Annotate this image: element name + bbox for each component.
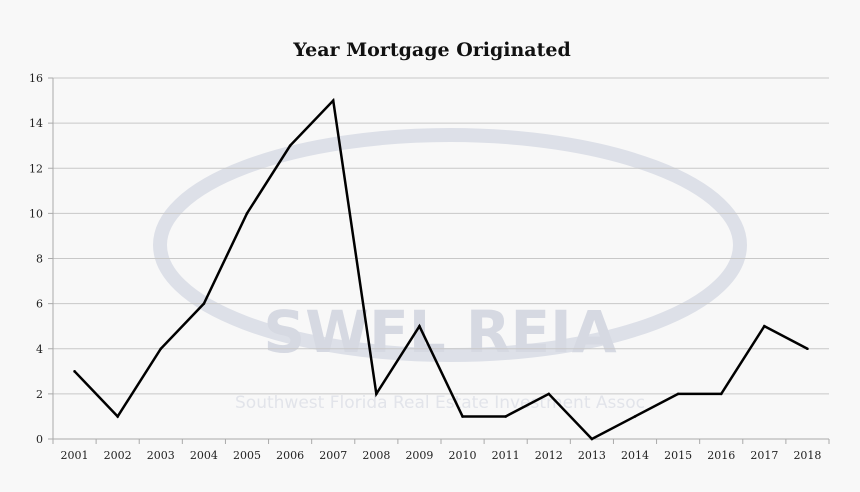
y-tick-label: 16: [29, 72, 43, 85]
x-tick-label: 2015: [664, 449, 692, 462]
data-point: [159, 347, 163, 351]
data-point: [288, 144, 292, 147]
data-point: [547, 392, 551, 396]
watermark-logo: SWFL REIA Southwest Florida Real Estate …: [153, 128, 747, 413]
data-point: [375, 392, 378, 396]
grid: [48, 77, 830, 444]
data-point: [504, 415, 507, 418]
x-tick-label: 2016: [707, 449, 735, 462]
x-tick-label: 2009: [405, 449, 433, 462]
data-point: [73, 370, 76, 373]
y-tick-label: 8: [36, 253, 43, 266]
data-point: [461, 415, 464, 418]
x-tick-label: 2010: [449, 449, 477, 462]
watermark-tagline: Southwest Florida Real Estate Investment…: [235, 393, 645, 413]
y-axis-ticks: 0 2 4 6 8 10 12 14 16: [29, 72, 43, 446]
data-point: [590, 437, 594, 441]
chart-title: Year Mortgage Originated: [292, 39, 571, 61]
data-point: [116, 415, 119, 418]
data-point: [418, 324, 421, 328]
x-tick-label: 2018: [793, 449, 821, 462]
data-point: [676, 392, 680, 396]
y-tick-label: 0: [36, 433, 43, 446]
data-point: [202, 302, 206, 305]
data-point: [633, 415, 637, 418]
x-axis-ticks: 2001 2002 2003 2004 2005 2006 2007 2008 2009 2010…: [61, 449, 822, 462]
data-point: [763, 324, 766, 328]
x-tick-label: 2013: [578, 449, 606, 462]
x-tick-label: 2006: [276, 449, 304, 462]
y-tick-label: 10: [29, 207, 43, 220]
watermark-logo-text: SWFL REIA: [263, 298, 616, 366]
y-tick-label: 14: [29, 117, 43, 130]
y-tick-label: 2: [36, 388, 43, 401]
x-tick-label: 2014: [621, 449, 649, 462]
y-tick-label: 4: [36, 343, 43, 356]
y-tick-label: 6: [36, 298, 43, 311]
x-tick-label: 2001: [61, 449, 89, 462]
data-point: [245, 212, 249, 215]
y-tick-label: 12: [29, 162, 43, 175]
series: [73, 97, 809, 441]
x-tick-label: 2012: [535, 449, 563, 462]
x-tick-label: 2003: [147, 449, 175, 462]
x-tick-label: 2005: [233, 449, 261, 462]
x-tick-label: 2011: [492, 449, 520, 462]
data-point: [719, 392, 723, 396]
x-tick-label: 2008: [362, 449, 390, 462]
data-point: [806, 347, 809, 351]
data-line: [73, 97, 809, 441]
x-tick-label: 2017: [750, 449, 778, 462]
x-tick-label: 2002: [104, 449, 132, 462]
x-tick-label: 2004: [190, 449, 218, 462]
x-tick-label: 2007: [319, 449, 347, 462]
watermark-ellipse: [153, 128, 747, 362]
data-point: [331, 99, 335, 102]
